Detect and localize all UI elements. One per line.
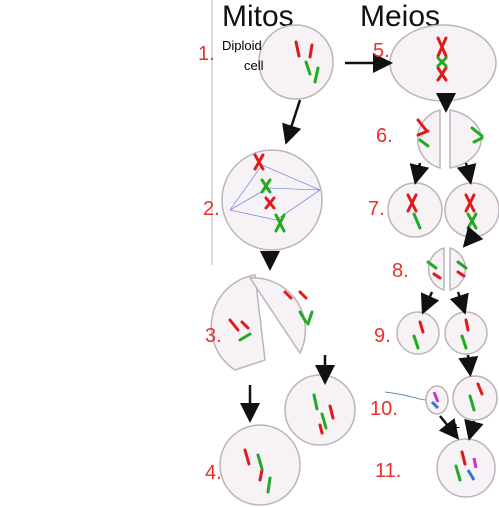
arrows: [240, 53, 484, 441]
step-label: 2.: [203, 198, 220, 220]
step-label: 4.: [205, 462, 222, 484]
labels: 1. Diploid cell 5. 2. 6. 7. 8. 3. 9. 10.…: [198, 38, 460, 484]
step-label: 6.: [376, 125, 393, 147]
cell-label: Diploid: [222, 38, 262, 53]
step-label: 9.: [374, 325, 391, 347]
step-label: 11.: [375, 460, 401, 482]
step-label: 10.: [370, 398, 398, 420]
cell-label: cell: [244, 58, 264, 73]
cells: [210, 24, 499, 506]
plus-sign: +: [452, 419, 460, 435]
step-label: 1.: [198, 43, 215, 65]
step-label: 7.: [368, 198, 385, 220]
step-label: 8.: [392, 260, 409, 282]
step-label: 5.: [373, 40, 390, 62]
step-label: 3.: [205, 325, 222, 347]
